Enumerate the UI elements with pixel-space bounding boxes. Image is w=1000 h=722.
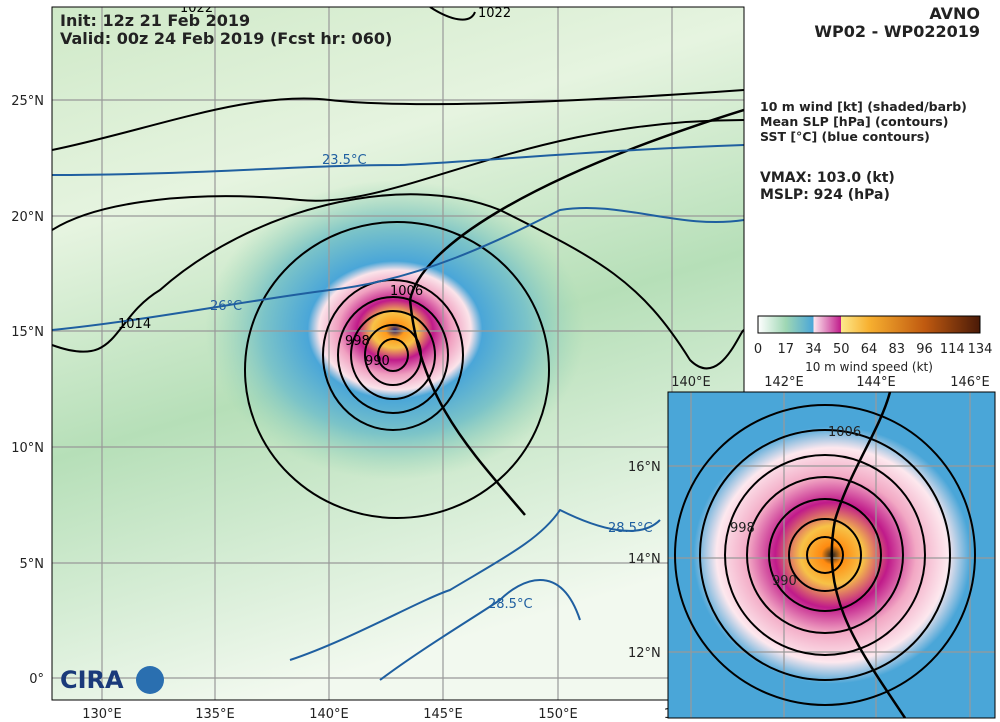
colorbar-tick: 17 <box>777 342 794 357</box>
contour-label: 1014 <box>118 317 151 332</box>
main-map: 1022 1022 1006 998 990 1014 23.5°C 26°C 28.5°C 28… <box>52 1 744 700</box>
inset-lon-label: 140°E <box>671 375 711 390</box>
contour-label: 1022 <box>180 1 213 16</box>
inset-lon-label: 144°E <box>856 375 896 390</box>
colorbar-tick: 83 <box>888 342 905 357</box>
contour-label: 28.5°C <box>608 521 653 536</box>
colorbar-tick: 50 <box>833 342 850 357</box>
contour-label: 28.5°C <box>488 597 533 612</box>
inset-lat-label: 16°N <box>628 460 661 475</box>
colorbar-tick: 134 <box>968 342 993 357</box>
inset-lat-label: 14°N <box>628 552 661 567</box>
inset-map: 1006 998 990 <box>668 392 995 718</box>
colorbar-tick: 114 <box>940 342 965 357</box>
init: Init: 12z 21 Feb 2019 <box>60 11 250 30</box>
inset-grid <box>668 392 995 718</box>
colorbar-label: 10 m wind speed (kt) <box>805 360 933 374</box>
lon-label: 145°E <box>423 707 463 722</box>
inset-contours <box>674 392 976 718</box>
lat-label: 0° <box>29 672 44 687</box>
vmax: VMAX: 103.0 (kt) <box>760 170 895 186</box>
map-frame <box>51 6 745 701</box>
contour-label: 998 <box>730 521 755 536</box>
model: AVNO <box>929 4 980 23</box>
inset-contour-labels: 1006 998 990 <box>730 425 861 589</box>
storm: WP02 - WP022019 <box>814 22 980 41</box>
lat-label: 10°N <box>11 441 44 456</box>
lat-label: 15°N <box>11 325 44 340</box>
inset-lon-label: 146°E <box>950 375 990 390</box>
mslp: MSLP: 924 (hPa) <box>760 187 890 203</box>
contour-labels: 1022 1022 1006 998 990 1014 23.5°C 26°C 28.5°C 28… <box>118 1 653 612</box>
contour-label: 998 <box>345 334 370 349</box>
contour-label: 23.5°C <box>322 153 367 168</box>
colorbar <box>757 315 981 334</box>
lat-label: 5°N <box>20 557 45 572</box>
contour-label: 990 <box>365 354 390 369</box>
logo-icon <box>136 666 164 694</box>
colorbar-tick: 96 <box>916 342 933 357</box>
grid <box>52 7 744 700</box>
legend-line: Mean SLP [hPa] (contours) <box>760 114 948 129</box>
logo: CIRA <box>60 666 124 694</box>
contour-label: 26°C <box>210 299 242 314</box>
legend-line: SST [°C] (blue contours) <box>760 129 930 144</box>
lon-label: 140°E <box>309 707 349 722</box>
contour-label: 1006 <box>828 425 861 440</box>
colorbar-tick: 34 <box>805 342 822 357</box>
contour-label: 1022 <box>478 6 511 21</box>
lon-label: 135°E <box>195 707 235 722</box>
sst-contours <box>52 144 744 681</box>
inset-lon-label: 142°E <box>764 375 804 390</box>
slp-contours <box>52 7 744 519</box>
legend-line: 10 m wind [kt] (shaded/barb) <box>760 99 967 114</box>
lon-label: 150°E <box>538 707 578 722</box>
inset-frame <box>667 391 996 719</box>
colorbar-tick: 0 <box>754 342 762 357</box>
colorbar-tick: 64 <box>861 342 878 357</box>
colorbar-ticks: 0 17 34 50 64 83 96 114 134 <box>754 342 993 357</box>
lon-label: 130°E <box>82 707 122 722</box>
inset-lat-label: 12°N <box>628 646 661 661</box>
lat-label: 25°N <box>11 94 44 109</box>
contour-label: 990 <box>772 574 797 589</box>
valid: Valid: 00z 24 Feb 2019 (Fcst hr: 060) <box>60 29 392 48</box>
contour-label: 1006 <box>390 284 423 299</box>
lat-label: 20°N <box>11 210 44 225</box>
